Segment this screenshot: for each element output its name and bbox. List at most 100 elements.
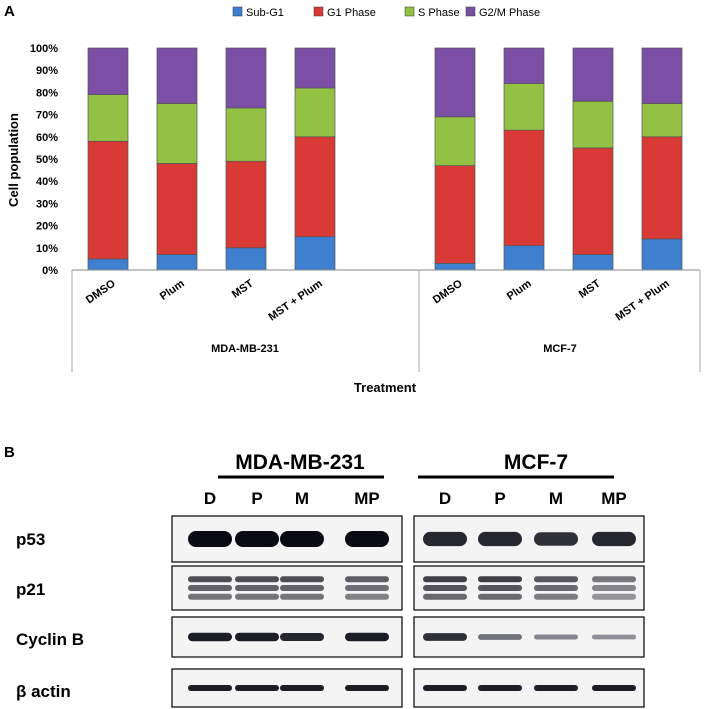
blot-lane-label: M [549,489,563,508]
blot-band [478,576,522,583]
bar-segment [87,94,129,142]
blot-band [235,685,279,691]
bar-segment [572,47,614,102]
blot-band [345,585,389,591]
bar-segment [503,245,545,271]
blot-cell-line-header: MCF-7 [504,451,568,474]
category-label: DMSO [431,277,465,306]
blot-band [235,576,279,583]
y-tick-label: 10% [36,243,58,255]
category-label: MST [230,277,256,300]
y-tick-label: 80% [36,87,58,99]
blot-band [423,585,467,591]
y-tick-label: 60% [36,132,58,144]
bar-segment [434,165,476,264]
blot-band [534,532,578,546]
blot-row-label: p53 [16,530,45,549]
stacked-bars [87,47,683,271]
bar-segment [434,116,476,167]
blot-band [423,576,467,583]
blot-band [235,585,279,591]
category-label: Plum [505,278,534,303]
bar-segment [572,100,614,149]
blot-band [235,593,279,600]
category-label: MST [577,277,603,300]
blot-band [345,685,389,691]
category-label: MST + Plum [614,278,672,324]
chart-legend: Sub-G1 G1 Phase S Phase G2/M Phase [232,6,540,19]
category-label: DMSO [84,277,118,306]
blot-band [280,576,324,583]
blot-row-label: p21 [16,580,45,599]
bar-segment [503,47,545,84]
blot-band [235,531,279,547]
category-label: MST + Plum [267,278,325,324]
bar-segment [294,136,336,238]
blot-band [592,585,636,591]
blot-band [478,685,522,691]
blot-lane-label: D [204,489,216,508]
legend-label-3: G2/M Phase [479,7,540,19]
blot-band [534,634,578,640]
bar-segment [641,136,683,240]
bar-segment [503,83,545,131]
blot-band [534,585,578,591]
blot-band [188,585,232,591]
bar-segment [225,47,267,109]
blot-band [188,531,232,547]
blot-lane-label: P [251,489,262,508]
legend-label-0: Sub-G1 [246,7,284,19]
blot-band [280,531,324,547]
legend-swatch-0 [232,6,243,17]
blot-lane-label: MP [354,489,380,508]
bar-segment [572,254,614,271]
blot-band [534,593,578,600]
blot-band [188,632,232,642]
blot-band [188,593,232,600]
y-tick-label: 100% [30,43,58,55]
blot-lane-label: P [494,489,505,508]
blot-cell-line-header: MDA-MB-231 [235,451,365,474]
bar-segment [156,47,198,104]
blot-band [592,685,636,691]
blot-band [280,593,324,600]
y-tick-label: 20% [36,221,58,233]
x-axis-title: Treatment [354,380,417,395]
blot-band [345,576,389,583]
bar-segment [572,147,614,255]
bar-segment [225,160,267,249]
legend-swatch-1 [313,6,324,17]
blot-band [423,531,467,547]
blot-band [592,531,636,547]
bar-segment [434,47,476,118]
bar-segment [641,47,683,104]
blot-band [592,576,636,583]
blot-band [280,632,324,642]
group-label: MCF-7 [543,343,577,355]
blot-band [592,593,636,600]
chart-axes [71,269,701,372]
legend-swatch-2 [404,6,415,17]
blot-band [345,632,389,642]
blot-lane-label: M [295,489,309,508]
y-tick-label: 40% [36,176,58,188]
blot-band [478,585,522,591]
y-axis-ticks: 0% 10% 20% 30% 40% 50% 60% 70% 80% 90% 100% [30,43,58,277]
group-label: MDA-MB-231 [211,343,279,355]
blot-lane-label: MP [601,489,627,508]
group-labels: MDA-MB-231 MCF-7 [211,343,577,355]
legend-label-1: G1 Phase [327,7,376,19]
bar-segment [87,258,129,271]
legend-label-2: S Phase [418,7,460,19]
blot-band [534,685,578,691]
y-axis-title: Cell population [6,113,21,207]
y-tick-label: 90% [36,65,58,77]
bar-segment [87,140,129,260]
blot-band [188,576,232,583]
blot-band [478,531,522,547]
bar-segment [294,87,336,138]
blot-lane-label: D [439,489,451,508]
blot-band [534,576,578,583]
blot-band [423,633,467,641]
bar-segment [156,103,198,164]
